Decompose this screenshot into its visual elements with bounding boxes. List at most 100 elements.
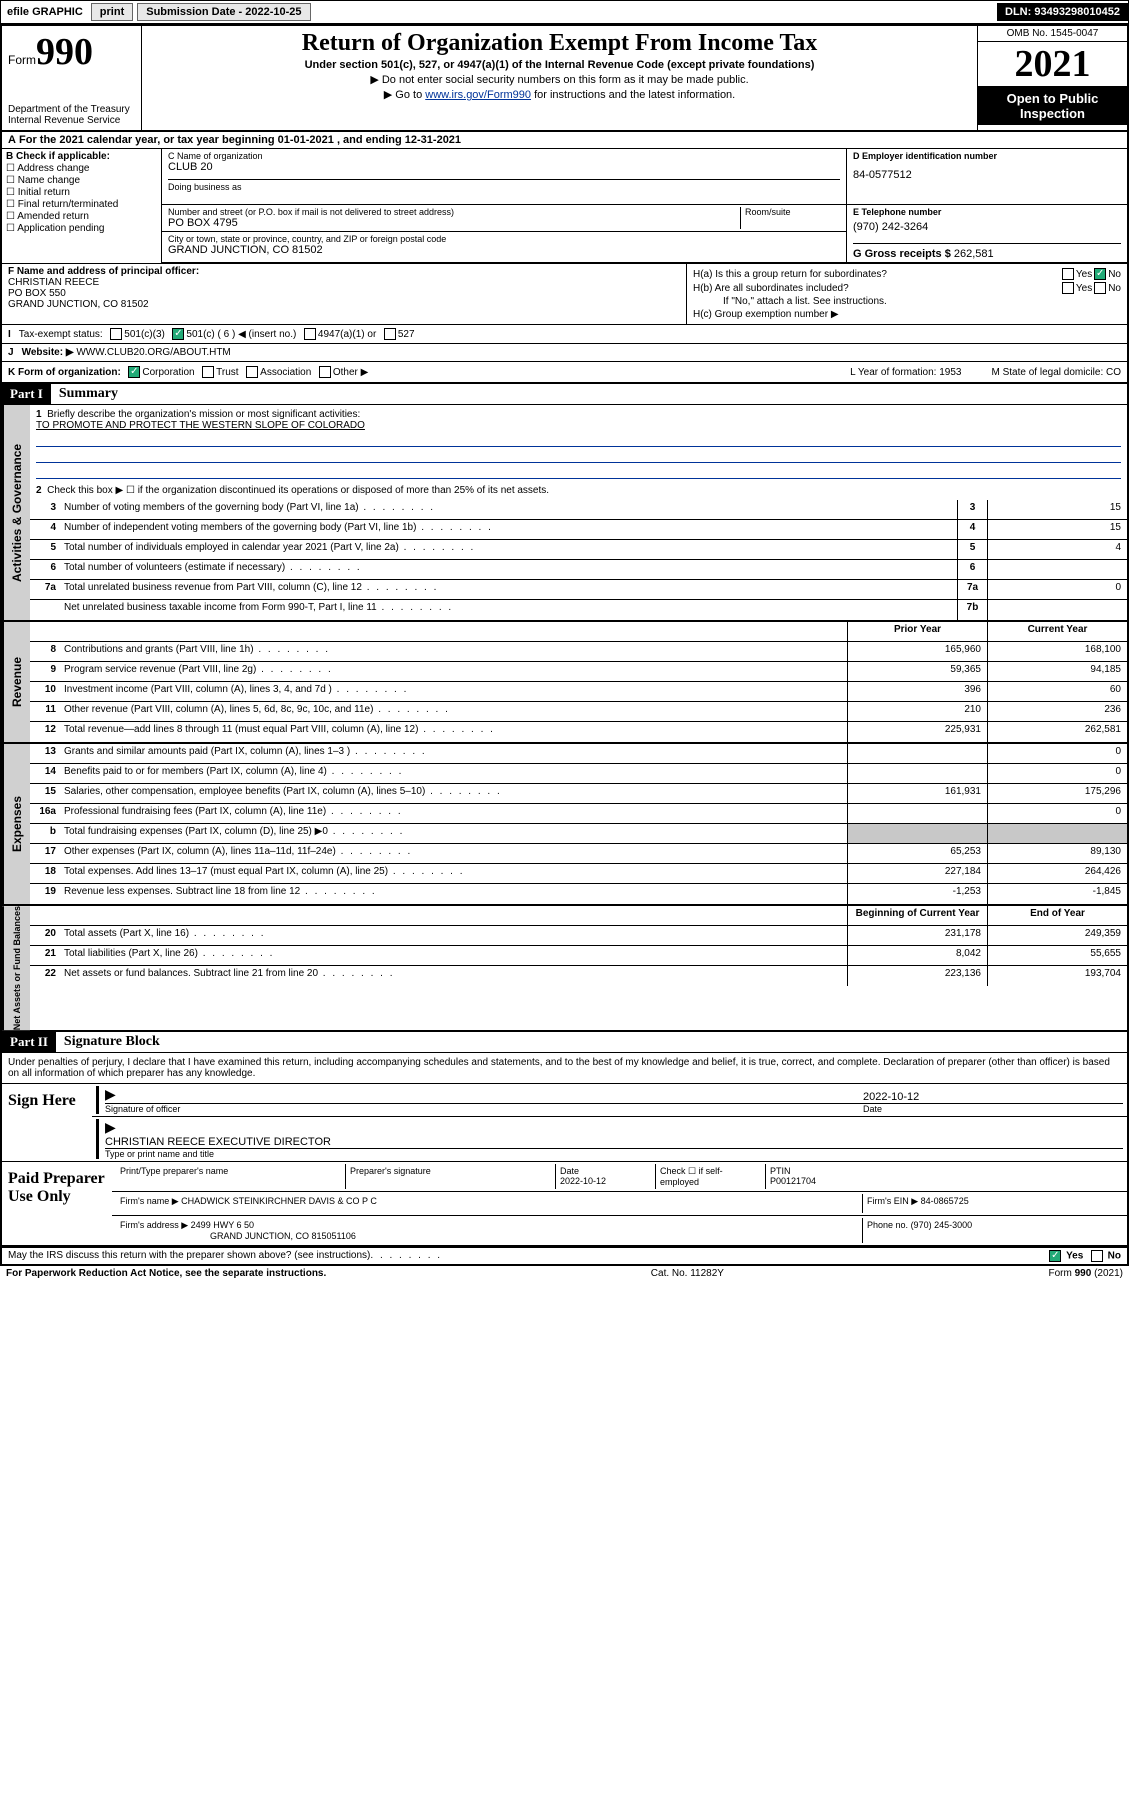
- paid-preparer-block: Paid Preparer Use Only Print/Type prepar…: [2, 1162, 1127, 1247]
- part1-header: Part I Summary: [2, 384, 1127, 405]
- chk-trust[interactable]: [202, 366, 214, 378]
- irs-link[interactable]: www.irs.gov/Form990: [425, 89, 531, 101]
- section-fh: F Name and address of principal officer:…: [2, 264, 1127, 325]
- section-bcdeg: B Check if applicable: ☐ Address change …: [2, 149, 1127, 264]
- table-row: 16aProfessional fundraising fees (Part I…: [30, 804, 1127, 824]
- firm-name: CHADWICK STEINKIRCHNER DAVIS & CO P C: [181, 1196, 377, 1206]
- col-h-group: H(a) Is this a group return for subordin…: [687, 264, 1127, 324]
- year-formation: L Year of formation: 1953: [850, 367, 961, 378]
- row-a-tax-year: A For the 2021 calendar year, or tax yea…: [2, 132, 1127, 149]
- table-row: 19Revenue less expenses. Subtract line 1…: [30, 884, 1127, 904]
- street: PO BOX 4795: [168, 217, 740, 229]
- net-assets-section: Net Assets or Fund Balances Beginning of…: [2, 906, 1127, 1032]
- org-name-cell: C Name of organization CLUB 20 Doing bus…: [162, 149, 847, 204]
- chk-501c[interactable]: ✓: [172, 328, 184, 340]
- dept-label: Department of the Treasury Internal Reve…: [8, 104, 135, 126]
- col-cd: C Name of organization CLUB 20 Doing bus…: [162, 149, 1127, 263]
- discuss-yes[interactable]: ✓: [1049, 1250, 1061, 1262]
- side-revenue: Revenue: [2, 622, 30, 742]
- table-row: 4Number of independent voting members of…: [30, 520, 1127, 540]
- chk-name-change[interactable]: ☐ Name change: [6, 175, 157, 186]
- chk-other[interactable]: [319, 366, 331, 378]
- subtitle-3: ▶ Go to www.irs.gov/Form990 for instruct…: [148, 88, 971, 101]
- discuss-no[interactable]: [1091, 1250, 1103, 1262]
- ptin: P00121704: [770, 1176, 816, 1186]
- ein-value: 84-0577512: [853, 169, 1121, 181]
- chk-527[interactable]: [384, 328, 396, 340]
- officer-name: CHRISTIAN REECE EXECUTIVE DIRECTOR: [105, 1136, 1123, 1148]
- chk-assoc[interactable]: [246, 366, 258, 378]
- activities-governance: Activities & Governance 1 Briefly descri…: [2, 405, 1127, 622]
- table-row: 13Grants and similar amounts paid (Part …: [30, 744, 1127, 764]
- table-row: 21Total liabilities (Part X, line 26)8,0…: [30, 946, 1127, 966]
- open-inspection: Open to Public Inspection: [978, 87, 1127, 125]
- ha-yes[interactable]: [1062, 268, 1074, 280]
- chk-final-return[interactable]: ☐ Final return/terminated: [6, 199, 157, 210]
- table-row: 18Total expenses. Add lines 13–17 (must …: [30, 864, 1127, 884]
- expenses-section: Expenses 13Grants and similar amounts pa…: [2, 744, 1127, 906]
- cat-no: Cat. No. 11282Y: [651, 1268, 724, 1279]
- print-button[interactable]: print: [91, 3, 133, 21]
- org-name: CLUB 20: [168, 161, 840, 173]
- row-klm: K Form of organization: ✓ Corporation Tr…: [2, 362, 1127, 384]
- col-f-officer: F Name and address of principal officer:…: [2, 264, 687, 324]
- side-governance: Activities & Governance: [2, 405, 30, 620]
- hb-yes[interactable]: [1062, 282, 1074, 294]
- ein-cell: D Employer identification number 84-0577…: [847, 149, 1127, 204]
- footer: For Paperwork Reduction Act Notice, see …: [0, 1266, 1129, 1281]
- firm-ein: 84-0865725: [921, 1196, 969, 1206]
- gross-receipts: 262,581: [954, 248, 994, 260]
- row-i-tax-status: I Tax-exempt status: 501(c)(3) ✓ 501(c) …: [2, 325, 1127, 344]
- may-irs-discuss: May the IRS discuss this return with the…: [2, 1247, 1127, 1264]
- address-block: Number and street (or P.O. box if mail i…: [162, 205, 847, 262]
- mission-text: TO PROMOTE AND PROTECT THE WESTERN SLOPE…: [36, 420, 365, 431]
- efile-label: efile GRAPHIC: [1, 4, 89, 20]
- table-row: 3Number of voting members of the governi…: [30, 500, 1127, 520]
- header-left: Form990 Department of the Treasury Inter…: [2, 26, 142, 130]
- telephone: (970) 242-3264: [853, 221, 1121, 233]
- form-title: Return of Organization Exempt From Incom…: [148, 30, 971, 57]
- table-row: bTotal fundraising expenses (Part IX, co…: [30, 824, 1127, 844]
- table-row: 11Other revenue (Part VIII, column (A), …: [30, 702, 1127, 722]
- form-number: 990: [36, 31, 93, 73]
- table-row: 8Contributions and grants (Part VIII, li…: [30, 642, 1127, 662]
- chk-address-change[interactable]: ☐ Address change: [6, 163, 157, 174]
- form-container: Form990 Department of the Treasury Inter…: [0, 24, 1129, 1266]
- revenue-section: Revenue Prior Year Current Year 8Contrib…: [2, 622, 1127, 744]
- net-headers: Beginning of Current Year End of Year: [30, 906, 1127, 926]
- form-prefix: Form: [8, 53, 36, 67]
- hb-no[interactable]: [1094, 282, 1106, 294]
- omb-number: OMB No. 1545-0047: [978, 26, 1127, 42]
- header-mid: Return of Organization Exempt From Incom…: [142, 26, 977, 130]
- telephone-block: E Telephone number (970) 242-3264 G Gros…: [847, 205, 1127, 262]
- table-row: 15Salaries, other compensation, employee…: [30, 784, 1127, 804]
- chk-corp[interactable]: ✓: [128, 366, 140, 378]
- column-headers: Prior Year Current Year: [30, 622, 1127, 642]
- chk-initial-return[interactable]: ☐ Initial return: [6, 187, 157, 198]
- table-row: 14Benefits paid to or for members (Part …: [30, 764, 1127, 784]
- submission-date-button[interactable]: Submission Date - 2022-10-25: [137, 3, 310, 21]
- chk-amended[interactable]: ☐ Amended return: [6, 211, 157, 222]
- subtitle-1: Under section 501(c), 527, or 4947(a)(1)…: [148, 59, 971, 71]
- tax-year: 2021: [978, 42, 1127, 87]
- row-j-website: J Website: ▶ WWW.CLUB20.ORG/ABOUT.HTM: [2, 344, 1127, 362]
- table-row: 17Other expenses (Part IX, column (A), l…: [30, 844, 1127, 864]
- preparer-phone: (970) 245-3000: [911, 1220, 973, 1230]
- side-net: Net Assets or Fund Balances: [2, 906, 30, 1030]
- header-right: OMB No. 1545-0047 2021 Open to Public In…: [977, 26, 1127, 130]
- part2-header: Part II Signature Block: [2, 1032, 1127, 1053]
- table-row: 5Total number of individuals employed in…: [30, 540, 1127, 560]
- table-row: 9Program service revenue (Part VIII, lin…: [30, 662, 1127, 682]
- table-row: 22Net assets or fund balances. Subtract …: [30, 966, 1127, 986]
- website-value: WWW.CLUB20.ORG/ABOUT.HTM: [76, 347, 230, 358]
- form-header: Form990 Department of the Treasury Inter…: [2, 26, 1127, 132]
- city: GRAND JUNCTION, CO 81502: [168, 244, 446, 256]
- declaration: Under penalties of perjury, I declare th…: [2, 1053, 1127, 1084]
- side-expenses: Expenses: [2, 744, 30, 904]
- table-row: 6Total number of volunteers (estimate if…: [30, 560, 1127, 580]
- chk-501c3[interactable]: [110, 328, 122, 340]
- chk-application-pending[interactable]: ☐ Application pending: [6, 223, 157, 234]
- chk-4947[interactable]: [304, 328, 316, 340]
- top-bar: efile GRAPHIC print Submission Date - 20…: [0, 0, 1129, 24]
- ha-no[interactable]: ✓: [1094, 268, 1106, 280]
